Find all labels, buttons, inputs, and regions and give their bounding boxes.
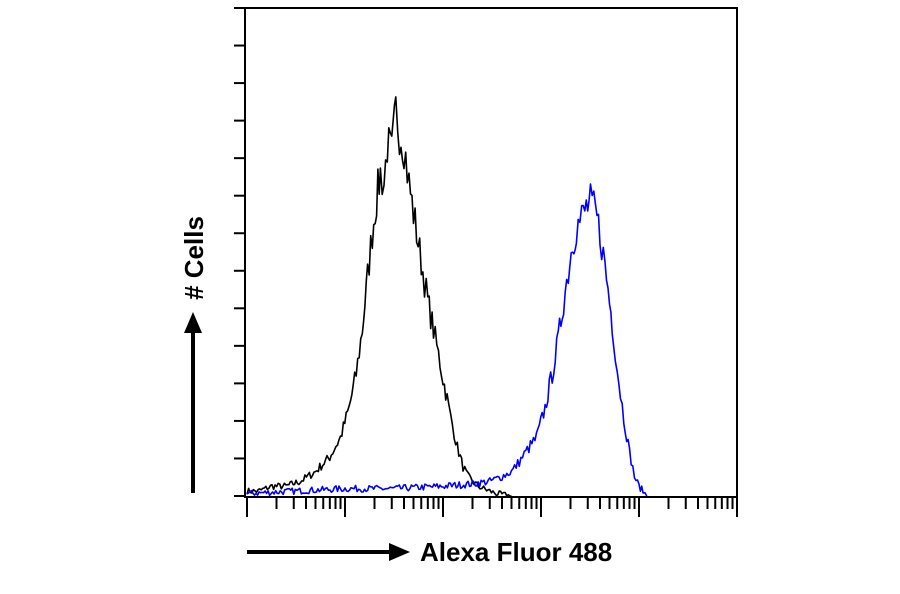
series-line-control: [246, 96, 512, 497]
y-axis-arrowhead: [184, 312, 202, 333]
x-axis-title: Alexa Fluor 488: [420, 537, 612, 567]
y-axis-title: # Cells: [179, 216, 209, 300]
y-axis-ticks: [234, 7, 245, 497]
series-line-stained: [246, 183, 648, 497]
series-layer: [246, 96, 648, 497]
plot-frame: [244, 7, 738, 498]
x-axis-ticks: [246, 497, 738, 517]
x-axis-arrowhead: [389, 543, 410, 561]
